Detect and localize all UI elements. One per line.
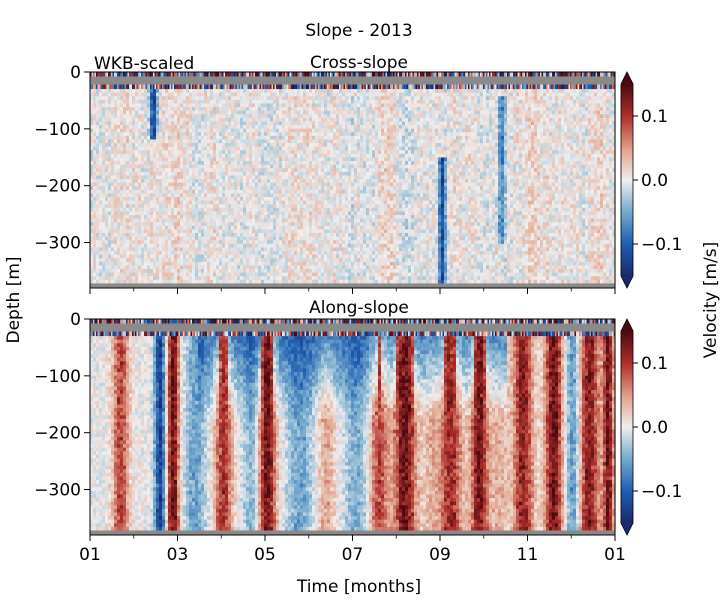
x-axis xyxy=(89,288,616,294)
y-tick-label: −100 xyxy=(34,367,81,387)
panel-cross-slope: Cross-slope WKB-scaled 0 −100 −200 −300 0.1… xyxy=(34,53,682,294)
panel-title: Cross-slope xyxy=(310,53,408,73)
colorbar-extend-max xyxy=(621,72,633,84)
y-tick-label: 0 xyxy=(70,310,81,330)
x-tick-label: 11 xyxy=(517,545,539,565)
heatmap-along-slope xyxy=(90,319,616,535)
y-tick-label: −200 xyxy=(34,424,81,444)
x-tick-label: 09 xyxy=(429,545,451,565)
colorbar-tick-label: −0.1 xyxy=(641,235,682,255)
x-axis: 01 03 05 07 09 11 01 xyxy=(79,535,626,565)
y-tick-label: −200 xyxy=(34,177,81,197)
colorbar: 0.1 0.0 −0.1 xyxy=(620,318,682,536)
x-tick-label: 03 xyxy=(167,545,189,565)
panel-along-slope: Along-slope 0−100−200−300 01 03 05 07 09 11 01… xyxy=(34,298,682,565)
y-axis: 0 −100 −200 −300 xyxy=(34,310,90,501)
x-tick-label: 05 xyxy=(254,545,276,565)
x-tick-label: 01 xyxy=(79,545,101,565)
figure-ylabel: Depth [m] xyxy=(4,256,24,343)
colorbar-extend-min xyxy=(621,276,633,288)
y-tick-label: −100 xyxy=(34,120,81,140)
y-tick-label: −300 xyxy=(34,481,81,501)
colorbar-body xyxy=(621,331,633,523)
x-tick-label: 07 xyxy=(342,545,364,565)
colorbar-tick-label: 0.0 xyxy=(641,171,668,191)
colorbar-tick-label: −0.1 xyxy=(641,482,682,502)
colorbar-extend-min xyxy=(621,523,633,535)
y-tick-label: 0 xyxy=(70,63,81,83)
panel-annotation: WKB-scaled xyxy=(94,54,194,74)
colorbar-tick-label: 0.0 xyxy=(641,418,668,438)
y-tick-label: −300 xyxy=(34,234,81,254)
panel-title: Along-slope xyxy=(309,298,409,318)
colorbar-extend-max xyxy=(621,319,633,331)
colorbar-body xyxy=(621,84,633,276)
colorbar-tick-label: 0.1 xyxy=(641,107,668,127)
heatmap-cross-slope xyxy=(90,72,616,288)
figure-xlabel: Time [months] xyxy=(296,577,421,597)
y-axis: 0 −100 −200 −300 xyxy=(34,63,90,254)
colorbar-outline xyxy=(620,71,634,289)
colorbar-tick-label: 0.1 xyxy=(641,354,668,374)
colorbar-outline xyxy=(620,318,634,536)
colorbar-label: Velocity [m/s] xyxy=(701,242,720,359)
figure-suptitle: Slope - 2013 xyxy=(305,21,412,41)
x-tick-label: 01 xyxy=(604,545,626,565)
colorbar: 0.1 0.0 −0.1 xyxy=(620,71,682,289)
